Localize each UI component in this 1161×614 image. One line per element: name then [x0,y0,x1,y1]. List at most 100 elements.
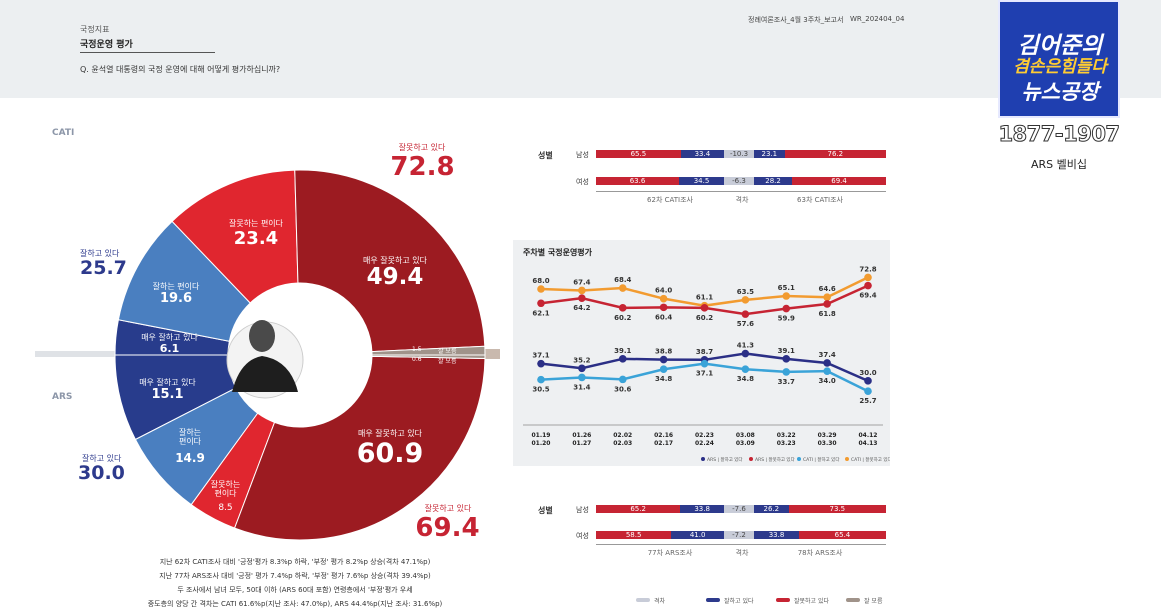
ars-male-bar: 65.2 33.8 -7.6 26.2 73.5 [596,505,886,513]
trend-value-label: 59.9 [778,315,795,323]
trend-value-label: 68.4 [614,276,631,284]
trend-value-label: 60.2 [614,314,631,322]
trend-x-tick: 03.08 [736,432,755,439]
trend-value-label: 61.1 [696,294,713,302]
trend-value-label: 34.8 [737,375,754,383]
ars-gender-title: 성별 [538,506,553,515]
ars-female-label: 여성 [576,532,589,540]
trend-x-tick: 01.26 [572,432,591,439]
logo-line-1: 김어준의 [1017,33,1103,59]
trend-value-label: 34.0 [818,377,835,385]
trend-point [741,310,750,318]
bottom-legend: 격차 잘하고 있다 잘못하고 있다 잘 모름 [636,596,896,606]
ars-axis-line [596,544,886,545]
trend-x-tick: 02.03 [613,440,632,447]
ars-female-bar: 58.5 41.0 -7.2 33.8 65.4 [596,531,886,539]
cati-bar-segment: -6.3 [724,177,754,185]
trend-value-label: 37.1 [696,370,713,378]
trend-x-tick: 01.20 [532,440,551,447]
legend-swatch [846,598,860,602]
trend-legend-label: CATI | 잘못하고 있다 [851,456,890,463]
trend-point [578,364,586,373]
trend-value-label: 62.1 [532,309,549,317]
trend-value-label: 34.8 [655,375,672,383]
trend-value-label: 72.8 [859,265,876,273]
cati-bar-segment: 23.1 [754,150,785,158]
trend-value-label: 39.1 [778,347,795,355]
trend-value-label: 41.3 [737,342,754,350]
trend-point [823,359,831,367]
trend-point [782,355,791,363]
slice-label-ars-very-good: 매우 잘하고 있다 [139,378,196,387]
trend-point [537,375,545,384]
report-code: WR_202404_04 [850,15,905,23]
trend-point [782,368,791,376]
trend-legend-label: CATI | 잘하고 있다 [803,456,840,463]
section-kicker: 국정지표 [80,25,110,34]
trend-value-label: 37.1 [532,352,549,360]
cati-bar-segment: 63.6 [596,177,679,185]
ars-positive-label: 잘하고 있다 [82,454,122,463]
trend-value-label: 39.1 [614,347,631,355]
trend-value-label: 30.0 [859,369,876,377]
ars-bar-segment: -7.6 [724,505,754,513]
question-text: Q. 윤석열 대통령의 국정 운영에 대해 어떻게 평가하십니까? [80,65,281,74]
ars-group-right: 78차 ARS조사 [797,549,843,557]
weekly-trend-chart: 68.0 67.4 68.4 64.0 61.1 63.5 65.1 64.6 72.8 62.1… [523,265,890,463]
cati-negative-value: 72.8 [390,152,455,182]
trend-value-label: 64.2 [573,304,590,312]
slice-label-ars-good: 잘하는 편이다 [178,428,202,446]
trend-legend-label: ARS | 잘못하고 있다 [755,456,796,463]
legend-swatch [776,598,790,602]
trend-value-label: 37.4 [818,351,835,359]
ars-bar-segment: 58.5 [596,531,672,539]
trend-value-label: 35.2 [573,356,590,364]
trend-value-label: 65.1 [778,284,795,292]
slice-value-ars-good: 14.9 [175,451,205,465]
trend-value-label: 64.6 [818,285,835,293]
note-4: 중도층의 양당 간 격차는 CATI 61.6%p(지난 조사: 47.0%p)… [147,600,443,608]
trend-point [741,296,750,304]
trend-point [823,300,831,308]
cati-group-right: 63차 CATI조사 [797,196,843,204]
note-1: 지난 62차 CATI조사 대비 '긍정'평가 8.3%p 하락, '부정' 평… [159,558,431,566]
trend-point [659,355,668,364]
ars-bar-segment: -7.2 [724,531,754,539]
trend-point [659,294,668,303]
slice-label-cati-good: 잘하는 편이다 [152,282,200,291]
slice-value-cati-bad: 23.4 [233,228,279,249]
trend-point [537,285,545,293]
neutral-top-value: 1.5 [412,346,422,353]
trend-legend-swatch [749,457,753,461]
trend-point [618,284,627,292]
trend-legend-label: ARS | 잘하고 있다 [707,456,743,463]
slice-value-ars-bad: 8.5 [218,503,233,513]
trend-value-label: 30.5 [532,386,549,394]
trend-value-label: 25.7 [859,397,876,405]
divider-right [485,349,500,359]
cati-group-left: 62차 CATI조사 [647,196,693,204]
president-photo [226,320,304,399]
slice-value-cati-very-good: 6.1 [159,342,180,355]
trend-point [537,299,545,308]
section-title: 국정운영 평가 [80,40,133,50]
slice-value-ars-very-bad: 60.9 [356,438,424,469]
logo-line-3: 뉴스공장 [1021,80,1099,104]
trend-point [659,365,668,374]
trend-point [782,304,791,313]
slice-value-ars-very-good: 15.1 [151,387,184,402]
ars-group-left: 77차 ARS조사 [647,549,693,557]
header-band [0,0,1161,98]
weekly-trend-panel [513,240,890,466]
trend-legend-swatch [797,457,801,461]
trend-x-tick: 03.09 [736,440,755,447]
ars-bar-segment: 65.4 [798,531,886,539]
legend-label: 잘하고 있다 [724,598,754,605]
cati-bar-segment: 69.4 [792,177,886,185]
trend-point [741,349,750,358]
trend-value-label: 69.4 [859,292,876,300]
trend-point [618,355,627,363]
slice-label-cati-very-bad: 매우 잘못하고 있다 [363,256,427,265]
ars-bar-segment: 33.8 [680,505,724,513]
ars-positive-value: 30.0 [78,462,125,484]
